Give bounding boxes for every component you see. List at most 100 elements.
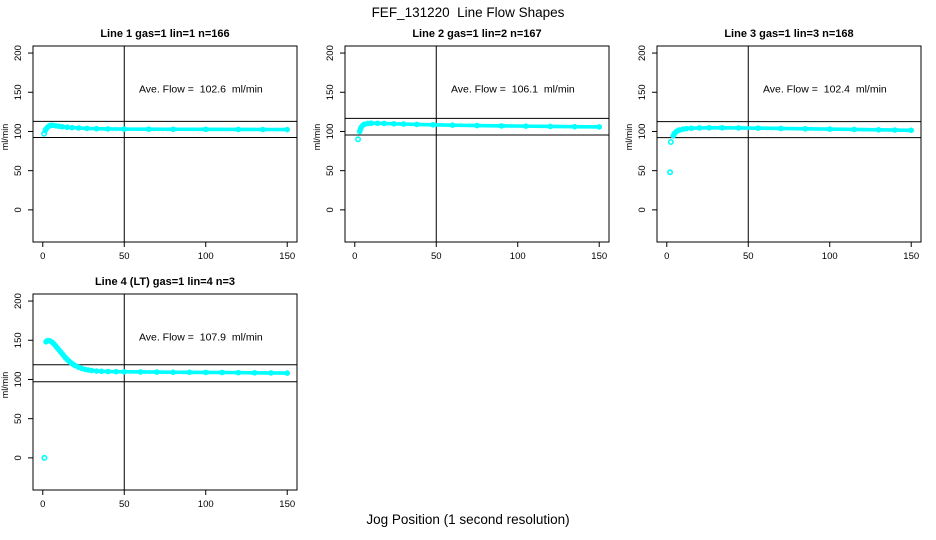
outlier-point xyxy=(41,130,48,137)
data-point xyxy=(826,126,833,132)
data-point xyxy=(170,369,176,376)
y-tick-label: 200 xyxy=(325,45,336,61)
outlier-point xyxy=(41,454,48,461)
panel-line-1: 0 50 100 150 0 50 100 150 200 ml/min Ave. Flow = 1… xyxy=(0,25,312,265)
y-axis-label: ml/min xyxy=(0,372,10,399)
data-point xyxy=(93,125,100,132)
plot-area-line-2: 0 50 100 150 0 50 100 150 200 ml/min Ave. Flow = 1… xyxy=(312,45,610,262)
data-point xyxy=(571,123,578,130)
x-tick-label: 100 xyxy=(198,251,214,262)
data-point xyxy=(64,124,71,131)
data-point xyxy=(186,369,193,376)
data-point xyxy=(83,125,90,132)
y-axis-label: ml/min xyxy=(0,124,10,151)
y-tick-label: 100 xyxy=(325,124,336,140)
y-tick-label: 50 xyxy=(637,165,648,176)
data-point xyxy=(121,368,128,375)
data-point xyxy=(365,120,371,127)
y-axis-label: ml/min xyxy=(312,124,322,151)
x-tick-label: 150 xyxy=(279,251,295,262)
axes xyxy=(652,45,922,247)
data-point xyxy=(719,124,725,131)
data-point xyxy=(69,124,75,131)
data-point xyxy=(908,127,915,134)
y-tick-label: 100 xyxy=(13,124,24,140)
panel-title-line-2: Line 2 gas=1 lin=2 n=167 xyxy=(412,28,542,40)
data-point xyxy=(683,125,690,132)
panel-line-3: 0 50 100 150 0 50 100 150 200 ml/min Ave. Flow = 1… xyxy=(624,25,936,265)
y-tick-label: 100 xyxy=(637,124,648,140)
data-point xyxy=(202,126,209,133)
data-point xyxy=(137,369,144,375)
page-title: FEF_131220 Line Flow Shapes xyxy=(371,5,565,20)
plot-area-line-4: 0 50 100 150 0 50 100 150 200 ml/min Ave. Flow = 1… xyxy=(0,293,298,510)
panel-line-4: 0 50 100 150 0 50 100 150 200 ml/min Ave. Flow = 1… xyxy=(0,273,312,513)
y-tick-label: 50 xyxy=(325,165,336,176)
data-point xyxy=(523,123,529,129)
plot-area-line-1: 0 50 100 150 0 50 100 150 200 ml/min Ave. Flow = 1… xyxy=(0,45,298,262)
data-point xyxy=(105,126,111,132)
data-point xyxy=(235,369,242,376)
data-point xyxy=(49,122,56,129)
panel-title-line-1: Line 1 gas=1 lin=1 n=166 xyxy=(100,28,230,40)
data-point xyxy=(59,123,66,130)
data-point xyxy=(75,125,82,131)
data-point xyxy=(875,127,882,133)
flow-series xyxy=(41,337,291,461)
data-point xyxy=(93,368,100,374)
y-tick-label: 100 xyxy=(13,372,24,388)
data-point xyxy=(430,121,436,128)
data-point xyxy=(251,369,258,376)
x-tick-label: 150 xyxy=(903,251,919,262)
data-point xyxy=(85,367,92,373)
data-point xyxy=(361,121,368,127)
outlier-point xyxy=(667,169,674,176)
data-point xyxy=(677,127,683,133)
data-point xyxy=(154,369,160,375)
data-point xyxy=(53,123,59,129)
reference-lines xyxy=(33,294,297,490)
data-point xyxy=(219,369,225,376)
y-tick-label: 150 xyxy=(13,84,24,100)
data-point xyxy=(235,126,242,133)
y-tick-label: 200 xyxy=(13,293,24,309)
data-point xyxy=(755,125,761,131)
y-tick-label: 200 xyxy=(637,45,648,61)
data-point xyxy=(449,122,456,128)
data-point xyxy=(88,367,95,374)
data-point xyxy=(121,126,128,132)
data-point xyxy=(145,126,152,132)
data-point xyxy=(778,125,784,132)
data-point xyxy=(498,123,505,129)
x-tick-label: 0 xyxy=(664,251,669,262)
x-tick-label: 100 xyxy=(822,251,838,262)
flow-series xyxy=(41,122,291,137)
data-point xyxy=(284,126,291,133)
y-tick-label: 50 xyxy=(13,413,24,424)
outlier-point xyxy=(667,139,674,146)
x-tick-label: 0 xyxy=(40,251,45,262)
data-point xyxy=(892,127,898,133)
ave-flow-annotation: Ave. Flow = 102.4 ml/min xyxy=(763,83,887,95)
x-tick-label: 100 xyxy=(510,251,526,262)
y-tick-label: 0 xyxy=(13,207,24,212)
data-point xyxy=(474,122,480,129)
ave-flow-annotation: Ave. Flow = 102.6 ml/min xyxy=(139,83,263,95)
ave-flow-annotation: Ave. Flow = 106.1 ml/min xyxy=(451,83,575,95)
data-point xyxy=(374,120,381,127)
x-tick-label: 150 xyxy=(279,499,295,510)
plot-text: 0 50 100 150 0 50 100 150 200 ml/min Ave. Flow = 1… xyxy=(0,293,295,510)
x-tick-label: 150 xyxy=(591,251,607,262)
axes xyxy=(28,293,298,495)
flow-series xyxy=(355,120,603,143)
data-point xyxy=(284,370,291,376)
flow-series xyxy=(667,124,915,176)
data-point xyxy=(596,124,603,130)
panel-title-line-4: Line 4 (LT) gas=1 lin=4 n=3 xyxy=(94,276,236,288)
data-point xyxy=(368,120,374,127)
x-tick-label: 50 xyxy=(431,251,442,262)
data-point xyxy=(268,370,274,376)
y-tick-label: 0 xyxy=(325,207,336,212)
y-tick-label: 50 xyxy=(13,165,24,176)
